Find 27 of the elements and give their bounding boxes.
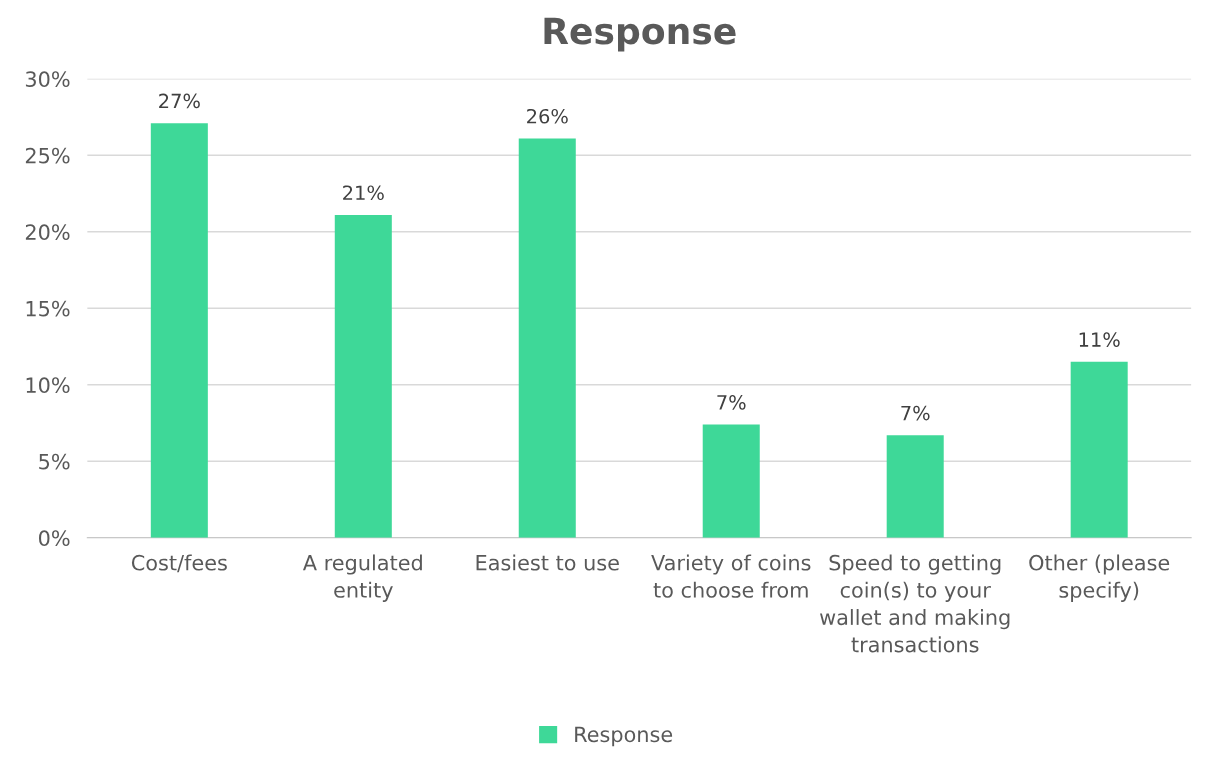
x-tick-label: Variety of coins to choose from bbox=[651, 554, 811, 598]
bar bbox=[518, 138, 576, 538]
bar bbox=[1070, 361, 1128, 538]
data-label: 27% bbox=[159, 93, 200, 109]
bar bbox=[150, 123, 208, 538]
y-tick-label: 0% bbox=[38, 530, 70, 547]
data-label: 7% bbox=[717, 394, 746, 410]
x-tick-label: Other (please specify) bbox=[1029, 554, 1170, 602]
y-tick-label: 10% bbox=[26, 377, 70, 394]
x-tick-label: A regulated entity bbox=[302, 554, 422, 602]
y-tick-label: 5% bbox=[39, 453, 70, 470]
legend-label: Response bbox=[575, 726, 673, 747]
x-tick-label: Cost/fees bbox=[131, 554, 227, 573]
data-label: 7% bbox=[901, 405, 930, 421]
y-tick-label: 25% bbox=[25, 147, 70, 164]
x-tick-label: Easiest to use bbox=[476, 554, 619, 571]
bar bbox=[334, 214, 392, 538]
y-tick-label: 15% bbox=[26, 300, 70, 317]
data-label: 11% bbox=[1079, 332, 1120, 347]
x-tick-label: Speed to getting coin(s) to your wallet and making transactions bbox=[820, 554, 1010, 653]
bar bbox=[702, 424, 760, 538]
data-label: 26% bbox=[527, 108, 568, 124]
data-label: 21% bbox=[343, 185, 384, 201]
y-tick-label: 20% bbox=[25, 224, 70, 241]
bar bbox=[886, 435, 944, 538]
y-tick-label: 30% bbox=[25, 71, 70, 88]
chart-title: Response bbox=[544, 17, 736, 52]
